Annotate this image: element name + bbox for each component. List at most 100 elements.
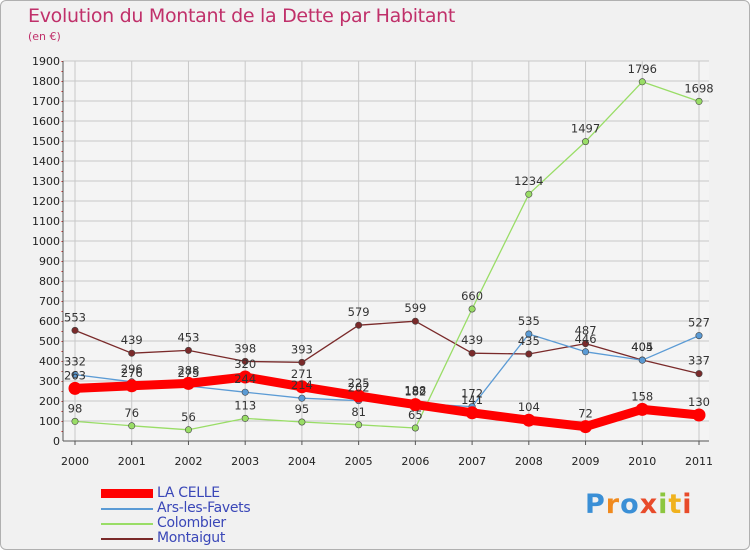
data-point <box>695 370 703 378</box>
legend-label: LA CELLE <box>157 485 220 501</box>
data-point <box>355 321 363 329</box>
chart-subtitle: (en €) <box>28 30 61 43</box>
y-tick-label: 1300 <box>32 175 60 188</box>
data-label: 296 <box>121 362 143 376</box>
legend-swatch-ars-les-favets <box>101 507 153 510</box>
data-point <box>125 379 139 393</box>
data-label: 288 <box>177 363 199 377</box>
x-tick-label: 2011 <box>685 455 713 468</box>
data-label: 276 <box>121 366 143 380</box>
data-point <box>525 330 533 338</box>
data-point <box>695 332 703 340</box>
data-label: 435 <box>518 334 540 348</box>
data-point <box>525 350 533 358</box>
data-label: 95 <box>295 402 310 416</box>
x-tick-label: 2010 <box>628 455 656 468</box>
data-label: 72 <box>578 407 593 421</box>
data-label: 535 <box>518 314 540 328</box>
data-label: 65 <box>408 408 423 422</box>
logo-letter: r <box>605 489 621 520</box>
data-point <box>181 376 195 390</box>
data-label: 599 <box>404 301 426 315</box>
data-label: 1698 <box>684 81 713 95</box>
x-tick-label: 2008 <box>515 455 543 468</box>
x-tick-label: 2002 <box>174 455 202 468</box>
data-point <box>695 97 703 105</box>
y-tick-label: 800 <box>39 275 60 288</box>
data-label: 182 <box>404 385 426 399</box>
data-point <box>582 138 590 146</box>
data-label: 439 <box>121 333 143 347</box>
data-label: 1796 <box>628 62 657 76</box>
data-point <box>411 424 419 432</box>
proxiti-logo: Proxiti <box>585 489 693 520</box>
y-tick-label: 500 <box>39 335 60 348</box>
data-label: 141 <box>461 393 483 407</box>
y-tick-label: 300 <box>39 375 60 388</box>
data-label: 130 <box>688 395 710 409</box>
y-tick-label: 1800 <box>32 75 60 88</box>
x-tick-label: 2000 <box>61 455 89 468</box>
data-label: 439 <box>461 333 483 347</box>
data-point <box>352 389 366 403</box>
series-line-colombier <box>74 81 700 431</box>
data-label: 158 <box>631 389 653 403</box>
data-label: 398 <box>234 341 256 355</box>
logo-letter: P <box>585 489 606 520</box>
data-point <box>635 402 649 416</box>
series-line-la-celle <box>70 372 704 432</box>
data-label: 76 <box>124 406 139 420</box>
x-tick-label: 2006 <box>401 455 429 468</box>
y-tick-label: 1200 <box>32 195 60 208</box>
data-point <box>295 380 309 394</box>
data-label: 98 <box>68 401 83 415</box>
data-label: 172 <box>461 387 483 401</box>
data-point <box>638 78 646 86</box>
data-label: 56 <box>181 410 196 424</box>
data-point <box>238 370 252 384</box>
data-label: 214 <box>291 378 313 392</box>
data-label: 202 <box>348 381 370 395</box>
data-point <box>241 357 249 365</box>
legend-swatch-la-celle <box>101 489 153 498</box>
data-point <box>468 349 476 357</box>
data-label: 244 <box>234 372 256 386</box>
data-point <box>522 413 536 427</box>
y-tick-label: 900 <box>39 255 60 268</box>
data-label: 487 <box>575 324 597 338</box>
data-point <box>582 340 590 348</box>
x-tick-label: 2009 <box>572 455 600 468</box>
y-tick-label: 1100 <box>32 215 60 228</box>
legend-label: Ars-les-Favets <box>157 500 251 516</box>
data-point <box>408 398 422 412</box>
data-point <box>692 408 706 422</box>
data-point <box>71 417 79 425</box>
legend-label: Colombier <box>157 515 226 531</box>
logo-letter: i <box>658 489 669 520</box>
data-label: 453 <box>177 330 199 344</box>
data-point <box>68 381 82 395</box>
y-tick-label: 1500 <box>32 135 60 148</box>
series-line-montaigut <box>74 320 700 375</box>
data-label: 81 <box>351 405 366 419</box>
y-tick-label: 1900 <box>32 55 60 68</box>
data-point <box>298 394 306 402</box>
data-label: 104 <box>518 400 540 414</box>
data-label: 553 <box>64 310 86 324</box>
data-point <box>411 317 419 325</box>
y-tick-label: 200 <box>39 395 60 408</box>
y-tick-label: 1400 <box>32 155 60 168</box>
y-tick-label: 600 <box>39 315 60 328</box>
data-label: 337 <box>688 354 710 368</box>
data-label: 113 <box>234 398 256 412</box>
logo-letter: i <box>682 489 693 520</box>
data-point <box>582 348 590 356</box>
logo-letter: x <box>639 489 659 520</box>
data-label: 332 <box>64 355 86 369</box>
data-point <box>465 406 479 420</box>
data-point <box>71 371 79 379</box>
x-tick-label: 2007 <box>458 455 486 468</box>
logo-letter: t <box>668 489 683 520</box>
